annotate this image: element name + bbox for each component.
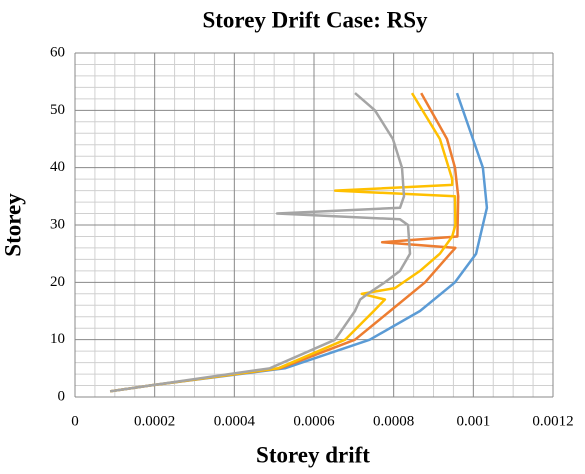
y-tick-label: 50 [50, 102, 65, 118]
x-axis-label: Storey drift [256, 442, 370, 467]
y-tick-label: 60 [50, 44, 65, 60]
x-tick-label: 0.0006 [293, 413, 335, 429]
y-tick-label: 20 [50, 274, 65, 290]
y-tick-label: 40 [50, 159, 65, 175]
x-tick-label: 0.0012 [532, 413, 573, 429]
series-line [109, 92, 457, 393]
series-line [109, 92, 489, 393]
series-line [109, 92, 460, 393]
y-axis-label: Storey [0, 193, 25, 257]
x-tick-label: 0.001 [456, 413, 490, 429]
y-tick-label: 10 [50, 331, 65, 347]
y-tick-label: 0 [58, 388, 66, 404]
x-tick-label: 0.0008 [373, 413, 414, 429]
x-tick-label: 0.0004 [214, 413, 256, 429]
x-tick-label: 0.0002 [134, 413, 175, 429]
x-tick-label: 0 [71, 413, 79, 429]
y-tick-label: 30 [50, 216, 65, 232]
series-line [109, 92, 412, 393]
chart-title: Storey Drift Case: RSy [202, 7, 428, 32]
